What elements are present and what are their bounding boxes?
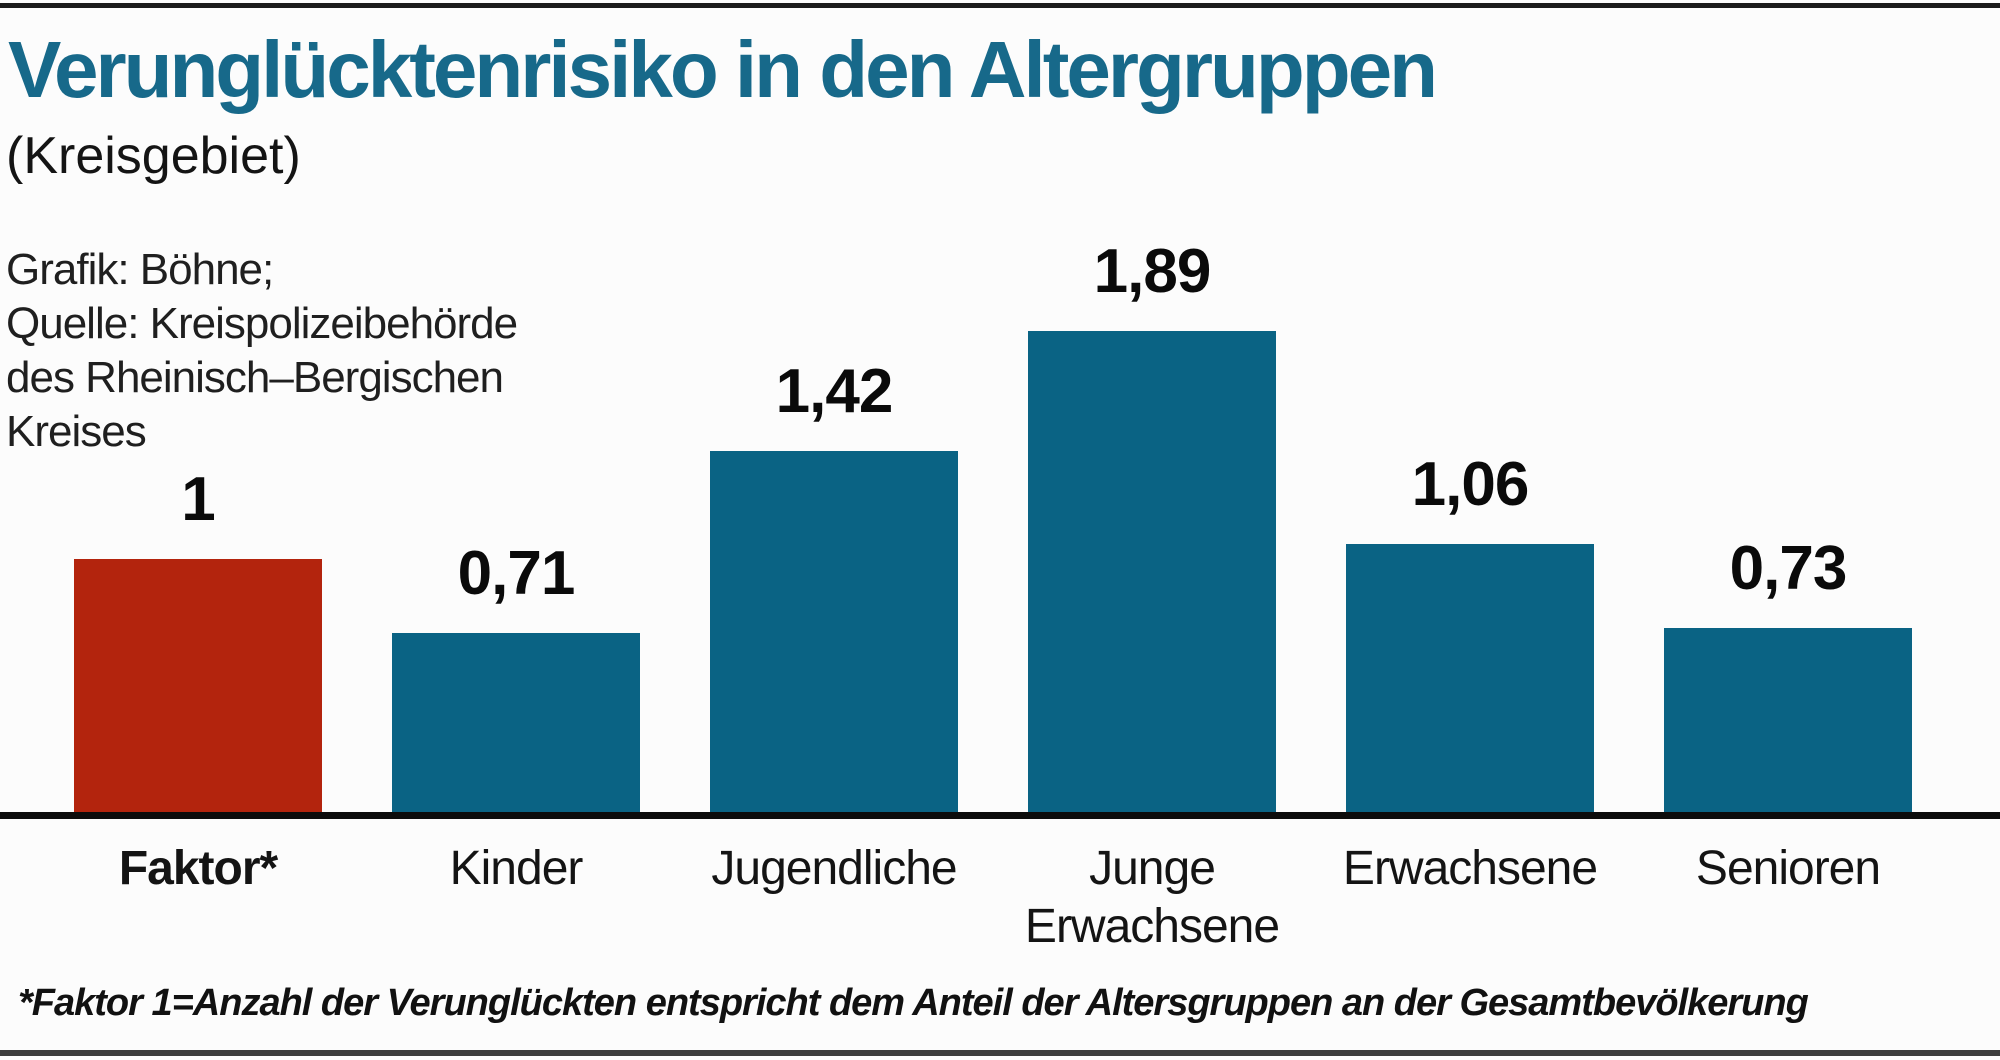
- value-label-kinder: 0,71: [457, 539, 576, 608]
- value-label-junge-erwachsene: 1,89: [1093, 237, 1212, 306]
- bar-junge-erwachsene: [1028, 331, 1276, 817]
- value-label-faktor: 1: [181, 465, 215, 534]
- bar-senioren: [1664, 628, 1912, 817]
- category-label-junge-erwachsene: Junge Erwachsene: [1024, 842, 1280, 953]
- bar-erwachsene: [1346, 544, 1594, 817]
- bar-kinder: [392, 633, 640, 817]
- category-label-senioren: Senioren: [1695, 842, 1881, 895]
- value-label-erwachsene: 1,06: [1411, 450, 1530, 519]
- category-label-jugendliche: Jugendliche: [711, 842, 957, 895]
- bar-jugendliche: [710, 451, 958, 817]
- bar-faktor: [74, 559, 322, 817]
- credits-line: Grafik: Böhne;: [6, 245, 274, 294]
- category-label-faktor: Faktor*: [118, 842, 278, 895]
- page-title: Verunglücktenrisiko in den Altergruppen: [8, 25, 1438, 114]
- credits-line: Kreises: [6, 407, 147, 456]
- x-axis-line: [0, 812, 2000, 819]
- category-label-erwachsene: Erwachsene: [1342, 842, 1598, 895]
- top-rule: [0, 3, 2000, 8]
- value-label-jugendliche: 1,42: [775, 357, 894, 426]
- category-label-kinder: Kinder: [449, 842, 584, 895]
- credits-block: Grafik: Böhne; Quelle: Kreispolizeibehör…: [6, 243, 518, 459]
- page-subtitle: (Kreisgebiet): [6, 127, 301, 185]
- credits-line: des Rheinisch–Bergischen: [6, 353, 504, 402]
- credits-line: Quelle: Kreispolizeibehörde: [6, 299, 518, 348]
- value-label-senioren: 0,73: [1729, 534, 1848, 603]
- footnote: *Faktor 1=Anzahl der Verunglückten entsp…: [18, 982, 1809, 1024]
- bottom-rule: [0, 1050, 2000, 1056]
